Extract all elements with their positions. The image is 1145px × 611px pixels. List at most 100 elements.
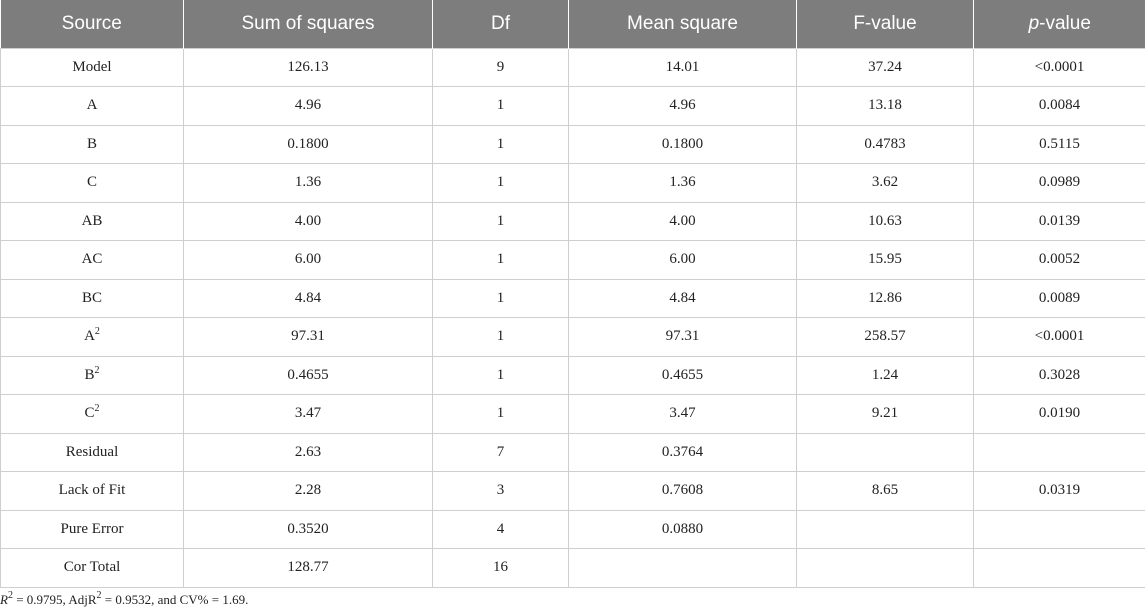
cell-df: 1 — [432, 394, 569, 434]
cell-source: AC — [0, 240, 184, 280]
cell-source: A2 — [0, 317, 184, 357]
source-label: Pure Error — [60, 520, 124, 537]
cell-f-value: 3.62 — [796, 163, 974, 203]
cell-p-value — [973, 432, 1145, 472]
cell-p-value: 0.5115 — [973, 124, 1145, 164]
footnote-r2-value: = 0.9795, — [12, 592, 69, 607]
cell-sum-of-squares: 128.77 — [183, 548, 433, 588]
table-row: BC 4.84 1 4.84 12.86 0.0089 — [0, 278, 1145, 318]
cell-source: Lack of Fit — [0, 471, 184, 511]
cell-mean-square — [568, 548, 797, 588]
cell-df: 4 — [432, 509, 569, 549]
cell-sum-of-squares: 3.47 — [183, 394, 433, 434]
cell-df: 16 — [432, 548, 569, 588]
table-row: B 0.1800 1 0.1800 0.4783 0.5115 — [0, 124, 1145, 164]
cell-p-value — [973, 509, 1145, 549]
header-sum-of-squares: Sum of squares — [183, 0, 433, 48]
source-label: Cor Total — [63, 559, 121, 576]
cell-mean-square: 0.1800 — [568, 124, 797, 164]
cell-source: Residual — [0, 432, 184, 472]
cell-p-value — [973, 548, 1145, 588]
table-row: Cor Total 128.77 16 — [0, 548, 1145, 588]
footnote-r2-sup: 2 — [7, 590, 13, 601]
cell-df: 1 — [432, 317, 569, 357]
cell-p-value: 0.0139 — [973, 201, 1145, 241]
cell-mean-square: 0.4655 — [568, 355, 797, 395]
cell-df: 1 — [432, 278, 569, 318]
cell-mean-square: 4.00 — [568, 201, 797, 241]
table-header: Source Sum of squares Df Mean square F-v… — [0, 0, 1145, 48]
source-label: A — [84, 328, 95, 345]
source-label: AB — [81, 212, 103, 229]
header-mean-square: Mean square — [568, 0, 797, 48]
table-row: C2 3.47 1 3.47 9.21 0.0190 — [0, 394, 1145, 434]
table-row: AB 4.00 1 4.00 10.63 0.0139 — [0, 201, 1145, 241]
source-superscript: 2 — [94, 326, 100, 338]
source-label: C — [86, 174, 97, 191]
cell-source: BC — [0, 278, 184, 318]
table-row: A2 97.31 1 97.31 258.57 <0.0001 — [0, 317, 1145, 357]
source-label: BC — [81, 289, 102, 306]
header-f-value: F-value — [796, 0, 974, 48]
cell-df: 9 — [432, 47, 569, 87]
source-label: B — [84, 366, 95, 383]
header-source: Source — [0, 0, 184, 48]
cell-sum-of-squares: 4.84 — [183, 278, 433, 318]
table-row: A 4.96 1 4.96 13.18 0.0084 — [0, 86, 1145, 126]
cell-f-value — [796, 548, 974, 588]
source-label: AC — [81, 251, 103, 268]
cell-sum-of-squares: 97.31 — [183, 317, 433, 357]
footnote-adj-value: = 0.9532, and CV% = 1.69. — [101, 592, 249, 607]
header-row: Source Sum of squares Df Mean square F-v… — [0, 0, 1145, 48]
cell-f-value: 15.95 — [796, 240, 974, 280]
cell-source: Cor Total — [0, 548, 184, 588]
cell-mean-square: 4.96 — [568, 86, 797, 126]
source-label: B — [86, 135, 97, 152]
cell-f-value — [796, 509, 974, 549]
source-label: A — [86, 97, 98, 114]
cell-source: A — [0, 86, 184, 126]
cell-p-value: 0.0319 — [973, 471, 1145, 511]
source-superscript: 2 — [94, 403, 100, 415]
cell-f-value: 1.24 — [796, 355, 974, 395]
table-row: Pure Error 0.3520 4 0.0880 — [0, 509, 1145, 549]
cell-p-value: 0.0089 — [973, 278, 1145, 318]
cell-source: B2 — [0, 355, 184, 395]
cell-source: AB — [0, 201, 184, 241]
source-label: C — [84, 405, 95, 422]
header-p-value-suffix: -value — [1039, 12, 1091, 34]
cell-df: 3 — [432, 471, 569, 511]
footnote-adj-label: AdjR — [68, 592, 97, 607]
table-row: Lack of Fit 2.28 3 0.7608 8.65 0.0319 — [0, 471, 1145, 511]
cell-sum-of-squares: 0.4655 — [183, 355, 433, 395]
cell-df: 1 — [432, 124, 569, 164]
cell-f-value: 258.57 — [796, 317, 974, 357]
cell-p-value: <0.0001 — [973, 317, 1145, 357]
cell-sum-of-squares: 0.3520 — [183, 509, 433, 549]
table-row: Model 126.13 9 14.01 37.24 <0.0001 — [0, 47, 1145, 87]
cell-mean-square: 3.47 — [568, 394, 797, 434]
cell-df: 1 — [432, 355, 569, 395]
cell-source: B — [0, 124, 184, 164]
cell-f-value: 10.63 — [796, 201, 974, 241]
cell-sum-of-squares: 1.36 — [183, 163, 433, 203]
cell-f-value: 13.18 — [796, 86, 974, 126]
footnote-r2-label: R — [0, 592, 8, 607]
cell-df: 1 — [432, 163, 569, 203]
cell-source: Model — [0, 47, 184, 87]
table-row: B2 0.4655 1 0.4655 1.24 0.3028 — [0, 355, 1145, 395]
cell-df: 7 — [432, 432, 569, 472]
cell-f-value: 9.21 — [796, 394, 974, 434]
cell-mean-square: 14.01 — [568, 47, 797, 87]
cell-p-value: 0.0084 — [973, 86, 1145, 126]
cell-p-value: 0.0190 — [973, 394, 1145, 434]
cell-sum-of-squares: 0.1800 — [183, 124, 433, 164]
header-df: Df — [432, 0, 569, 48]
cell-mean-square: 6.00 — [568, 240, 797, 280]
table-row: Residual 2.63 7 0.3764 — [0, 432, 1145, 472]
table-footnote: R2 = 0.9795, AdjR2 = 0.9532, and CV% = 1… — [0, 590, 249, 608]
cell-f-value: 37.24 — [796, 47, 974, 87]
cell-source: C — [0, 163, 184, 203]
table-body: Model 126.13 9 14.01 37.24 <0.0001 A 4.96 1 4.96 1… — [0, 47, 1145, 588]
cell-mean-square: 97.31 — [568, 317, 797, 357]
